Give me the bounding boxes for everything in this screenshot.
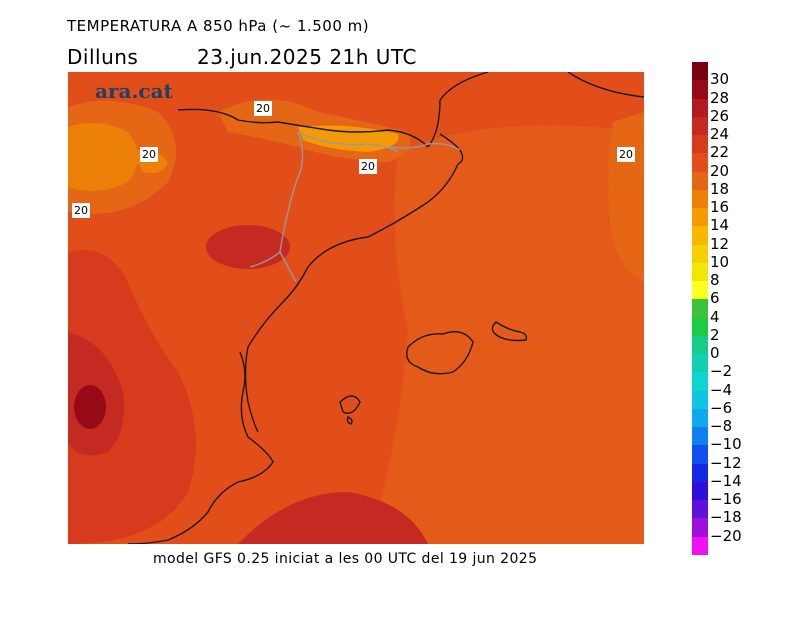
legend-swatch <box>692 98 708 117</box>
legend-swatch <box>692 208 708 227</box>
legend-swatch <box>692 244 708 263</box>
legend-swatch <box>692 281 708 300</box>
legend-label: 10 <box>710 252 730 271</box>
legend-label: 6 <box>710 289 720 308</box>
legend-label: 18 <box>710 179 730 198</box>
legend-swatch <box>692 518 708 537</box>
legend-swatch <box>692 390 708 409</box>
legend-label: 0 <box>710 344 720 363</box>
legend-label: 22 <box>710 143 730 162</box>
legend-swatch <box>692 408 708 427</box>
legend-swatch <box>692 226 708 245</box>
legend-swatch <box>692 335 708 354</box>
coastlines <box>127 72 644 544</box>
contour-label: 20 <box>254 101 272 116</box>
legend-swatch <box>692 500 708 519</box>
temperature-map <box>68 72 644 544</box>
legend-swatch <box>692 317 708 336</box>
legend-label: −12 <box>710 453 742 472</box>
legend-swatch <box>692 445 708 464</box>
legend-label: −4 <box>710 380 733 399</box>
legend-swatch <box>692 153 708 172</box>
temp-field-sea <box>368 125 644 544</box>
legend-swatch <box>692 135 708 154</box>
legend-label: 24 <box>710 125 730 144</box>
contour-label: 20 <box>140 147 158 162</box>
legend-label: −6 <box>710 398 733 417</box>
temp-field-26-central <box>206 225 290 269</box>
legend-label: 28 <box>710 88 730 107</box>
temp-field-26-south <box>238 492 428 544</box>
legend-label: −10 <box>710 435 742 454</box>
legend-swatch <box>692 262 708 281</box>
legend-swatch <box>692 116 708 135</box>
legend-label: −2 <box>710 362 733 381</box>
legend-label: 4 <box>710 307 720 326</box>
legend-label: −14 <box>710 471 742 490</box>
legend-ticks: 30 28 26 24 22 20 18 16 14 12 10 8 6 4 2 0 −2 −4 −6 −8 −10 −1… <box>710 62 770 555</box>
legend-label: −8 <box>710 417 733 436</box>
borders <box>249 131 461 283</box>
legend-swatch <box>692 171 708 190</box>
legend-swatch <box>692 463 708 482</box>
brand-logo: ara.cat <box>95 79 173 103</box>
contour-label: 20 <box>617 147 635 162</box>
legend-label: 2 <box>710 325 720 344</box>
legend-label: 12 <box>710 234 730 253</box>
legend-label: −16 <box>710 490 742 509</box>
temp-field-28-west <box>74 385 106 429</box>
legend-swatch <box>692 354 708 373</box>
legend-label: 16 <box>710 198 730 217</box>
map-title: TEMPERATURA A 850 hPa (~ 1.500 m) <box>67 17 370 35</box>
legend-label: 14 <box>710 216 730 235</box>
legend-swatch <box>692 427 708 446</box>
map-canvas <box>68 72 644 544</box>
legend-label: 8 <box>710 271 720 290</box>
legend-label: −18 <box>710 508 742 527</box>
legend-swatch <box>692 536 708 555</box>
forecast-day: Dilluns <box>67 45 139 69</box>
contour-label: 20 <box>359 159 377 174</box>
legend-label: 30 <box>710 70 730 89</box>
temp-field-16-nw <box>68 123 138 191</box>
legend-swatch <box>692 189 708 208</box>
legend-swatch <box>692 299 708 318</box>
model-info: model GFS 0.25 iniciat a les 00 UTC del … <box>153 551 538 567</box>
legend-label: 20 <box>710 161 730 180</box>
legend-swatch <box>692 80 708 99</box>
contour-label: 20 <box>72 203 90 218</box>
legend-swatch <box>692 481 708 500</box>
legend-label: 26 <box>710 106 730 125</box>
legend-swatch <box>692 372 708 391</box>
forecast-datetime: 23.jun.2025 21h UTC <box>197 45 417 69</box>
color-legend <box>692 62 708 555</box>
legend-label: −20 <box>710 526 742 545</box>
temp-field-24-west <box>68 250 196 544</box>
legend-swatch <box>692 62 708 81</box>
